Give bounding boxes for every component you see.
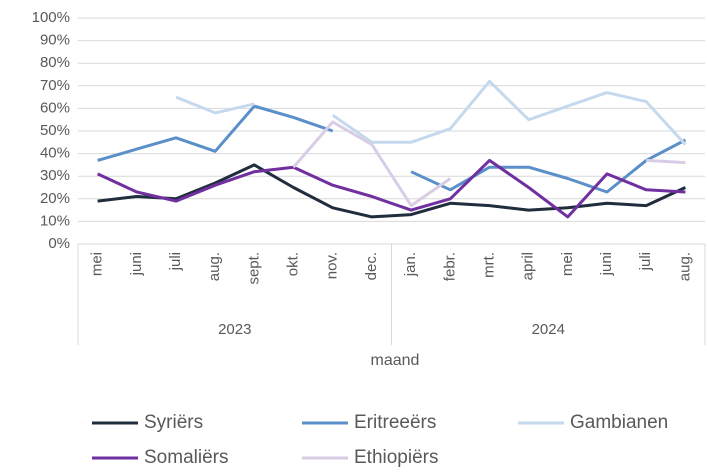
- y-tick-label: 40%: [40, 145, 70, 162]
- x-tick-label: jan.: [402, 252, 419, 277]
- year-label: 2023: [218, 321, 251, 338]
- x-tick-label: juli: [637, 252, 654, 271]
- year-label: 2024: [532, 321, 565, 338]
- legend-label: Eritreeërs: [354, 412, 436, 433]
- y-tick-label: 90%: [40, 32, 70, 49]
- y-tick-label: 100%: [32, 9, 70, 26]
- x-tick-label: juni: [598, 252, 615, 276]
- x-tick-label: juni: [128, 252, 145, 276]
- series-line: [292, 120, 686, 208]
- x-tick-label: dec.: [363, 252, 380, 280]
- y-tick-label: 50%: [40, 122, 70, 139]
- y-tick-label: 60%: [40, 99, 70, 116]
- x-tick-label: okt.: [285, 252, 302, 276]
- legend-label: Gambianen: [570, 412, 668, 433]
- x-tick-label: juli: [167, 252, 184, 271]
- x-tick-label: aug.: [676, 252, 693, 281]
- x-axis-label: maand: [371, 352, 420, 369]
- x-tick-label: mrt.: [480, 252, 497, 278]
- series-line: [97, 104, 687, 194]
- legend-label: Syriërs: [144, 412, 203, 433]
- x-tick-label: mei: [559, 252, 576, 276]
- x-tick-label: sept.: [245, 252, 262, 285]
- y-tick-label: 10%: [40, 212, 70, 229]
- x-tick-label: aug.: [206, 252, 223, 281]
- y-tick-label: 30%: [40, 167, 70, 184]
- legend-label: Ethiopiërs: [354, 447, 439, 468]
- series-line: [175, 79, 687, 146]
- y-tick-label: 70%: [40, 77, 70, 94]
- y-tick-label: 80%: [40, 54, 70, 71]
- x-tick-label: mei: [89, 252, 106, 276]
- x-tick-label: nov.: [324, 252, 341, 279]
- legend-label: Somaliërs: [144, 447, 228, 468]
- y-tick-label: 0%: [48, 235, 70, 252]
- series-line: [96, 158, 686, 219]
- x-tick-label: april: [520, 252, 537, 280]
- x-tick-label: febr.: [441, 252, 458, 281]
- series-line: [97, 163, 687, 219]
- y-tick-label: 20%: [40, 190, 70, 207]
